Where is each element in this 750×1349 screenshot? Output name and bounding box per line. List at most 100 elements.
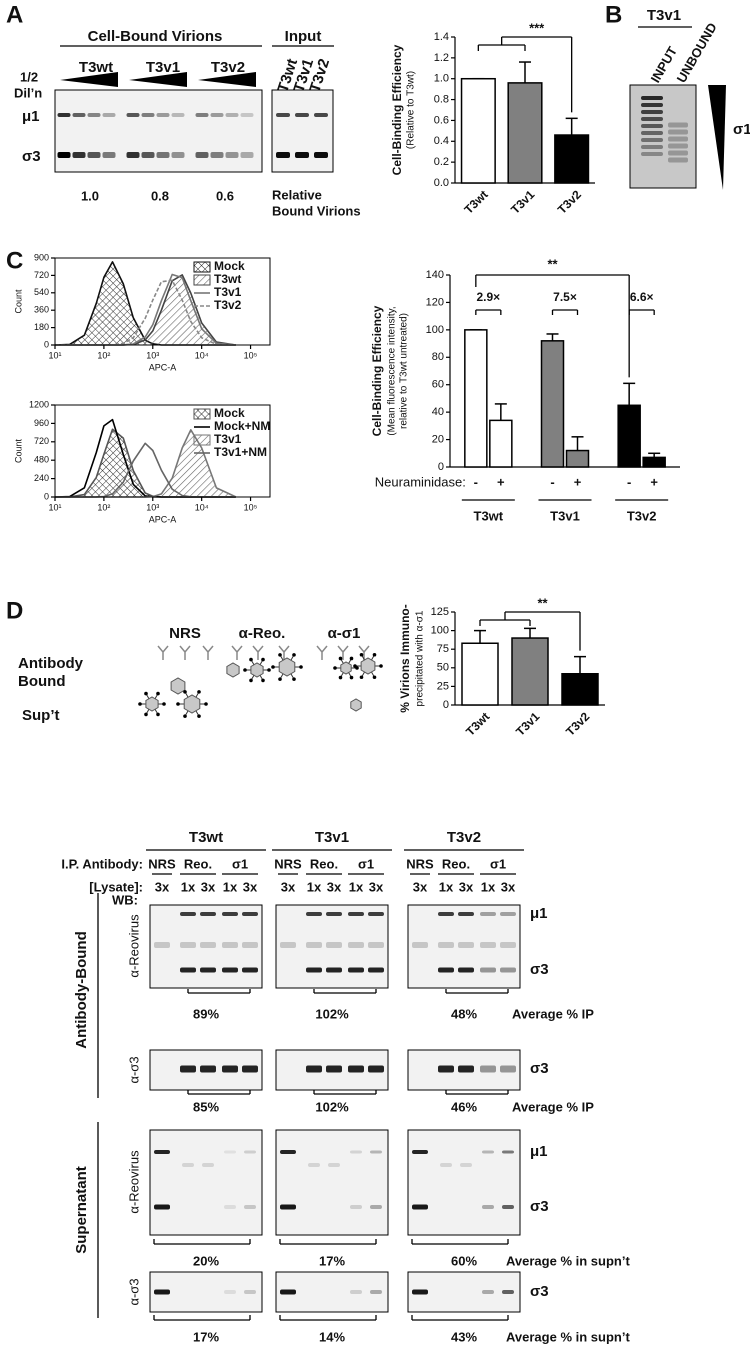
bar [554, 134, 590, 184]
series-label: - [550, 474, 554, 489]
lysate: 3x [201, 879, 216, 894]
antibody-label: α-σ1 [328, 625, 361, 642]
band [72, 152, 86, 158]
y-axis-label: % Virions Immuno- [398, 604, 412, 712]
blot [149, 904, 263, 989]
spike-head [156, 712, 160, 717]
legend-swatch [193, 434, 211, 446]
legend-swatch [193, 261, 211, 273]
spike-head [138, 702, 142, 706]
y-tick-label: 0 [44, 339, 49, 349]
x-tick-label: 10² [97, 350, 110, 360]
y-tick-label: 180 [34, 322, 49, 332]
band [180, 912, 196, 916]
bar [561, 673, 599, 706]
relative-value: 0.8 [151, 188, 169, 203]
strain: T3wt [189, 829, 223, 846]
fraction-label: Antibody-Bound [73, 931, 90, 1048]
lane-label: UNBOUND [674, 20, 720, 85]
x-axis-label: Neuraminidase: [375, 474, 466, 489]
y-tick-label: 0.8 [434, 93, 449, 105]
fold-label: 2.9× [476, 290, 500, 304]
spike-head [249, 657, 253, 662]
x-tick-label: 10⁵ [244, 350, 258, 360]
legend-label: T3v1 [214, 285, 242, 299]
spike-head [292, 677, 296, 681]
blot [149, 1271, 263, 1313]
virion [278, 657, 296, 677]
legend-swatch [193, 274, 211, 286]
band [242, 942, 258, 948]
band-label: μ1 [530, 1143, 548, 1160]
header: Input [285, 28, 322, 45]
x-tick-label: T3wt [463, 709, 492, 738]
dilution-wedge [60, 72, 118, 87]
series-label: - [627, 474, 631, 489]
spike-head [176, 702, 180, 706]
x-tick-label: 10¹ [48, 350, 61, 360]
band [244, 1205, 256, 1209]
band [370, 1205, 382, 1209]
spike-head [299, 665, 303, 669]
band [240, 113, 254, 117]
y-tick-label: 540 [34, 287, 49, 297]
band [368, 912, 384, 916]
y-tick-label: 1.0 [434, 73, 449, 85]
band [244, 1150, 256, 1154]
bar [540, 340, 565, 468]
relative-value: 0.6 [216, 188, 234, 203]
band [280, 1289, 296, 1295]
antibody [358, 645, 370, 660]
series-label: + [574, 474, 582, 489]
y-tick-label: 0 [438, 461, 444, 473]
lysate: 3x [155, 879, 170, 894]
row-label: Antibody [18, 655, 84, 672]
strain: T3v2 [447, 829, 481, 846]
band [180, 967, 196, 973]
spike-head [333, 666, 337, 670]
y-tick-label: 1.2 [434, 52, 449, 64]
band [348, 942, 364, 948]
significance: ** [537, 595, 548, 610]
percent: 85% [193, 1099, 219, 1114]
y-tick-label: 360 [34, 305, 49, 315]
ip-antibody: NRS [274, 856, 302, 871]
antibody [179, 645, 191, 660]
dilution-wedge [129, 72, 187, 87]
band-label: μ1 [22, 108, 40, 125]
panel-label: D [6, 597, 23, 624]
y-tick-label: 1.4 [434, 31, 449, 43]
antibody-label: α-Reo. [239, 625, 286, 642]
band [460, 1163, 472, 1167]
virion [170, 677, 186, 695]
spike-head [197, 690, 201, 694]
band [180, 1065, 196, 1073]
band [500, 912, 516, 916]
band [280, 942, 296, 948]
percent: 20% [193, 1253, 219, 1268]
y-tick-label: 0.6 [434, 114, 449, 126]
y-tick-label: 720 [34, 270, 49, 280]
band [240, 152, 254, 158]
average-label: Average % in supn’t [506, 1329, 630, 1344]
spike-head [349, 656, 354, 661]
band [641, 124, 663, 128]
legend-label: T3wt [214, 272, 241, 286]
band [368, 967, 384, 973]
band [222, 912, 238, 916]
band [126, 113, 140, 117]
band-label: μ1 [530, 905, 548, 922]
band [200, 942, 216, 948]
x-tick-label: 10⁵ [244, 502, 258, 512]
lysate: 1x [307, 879, 322, 894]
header: Cell-Bound Virions [88, 28, 223, 45]
band [87, 152, 101, 158]
band [668, 143, 688, 149]
band [210, 113, 224, 117]
spike-head [197, 714, 201, 718]
spike-head [261, 657, 265, 662]
band [171, 113, 185, 117]
significance: *** [529, 20, 545, 35]
band [458, 942, 474, 948]
probe-label: α-Reovirus [126, 914, 141, 978]
